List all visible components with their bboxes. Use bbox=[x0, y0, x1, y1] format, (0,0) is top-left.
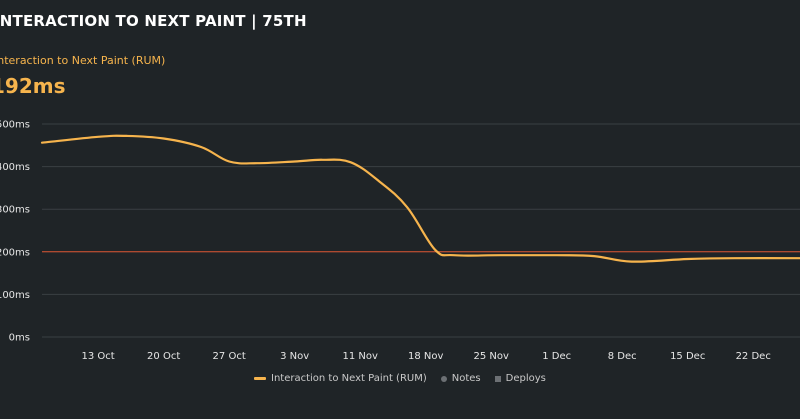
legend-series-label: Interaction to Next Paint (RUM) bbox=[271, 373, 427, 384]
x-tick-label: 25 Nov bbox=[473, 351, 509, 362]
x-axis-labels: 13 Oct 20 Oct 27 Oct 3 Nov 11 Nov 18 Nov 25 No… bbox=[82, 351, 771, 362]
x-tick-label: 22 Dec bbox=[736, 351, 771, 362]
metric-value: 192ms bbox=[0, 74, 66, 98]
legend-item-deploys[interactable]: Deploys bbox=[494, 373, 546, 384]
x-tick-label: 1 Dec bbox=[542, 351, 571, 362]
x-tick-label: 13 Oct bbox=[82, 351, 115, 362]
y-tick-label: 200ms bbox=[0, 247, 30, 258]
notes-dot-icon bbox=[440, 375, 447, 382]
x-tick-label: 18 Nov bbox=[408, 351, 444, 362]
series-swatch-icon bbox=[254, 377, 266, 380]
y-tick-label: 100ms bbox=[0, 290, 30, 301]
y-axis-labels: 0ms 100ms 200ms 300ms 400ms 500ms bbox=[0, 120, 30, 344]
legend-deploys-label: Deploys bbox=[505, 373, 546, 384]
y-tick-label: 400ms bbox=[0, 162, 30, 173]
chart-title: INTERACTION TO NEXT PAINT | 75TH bbox=[0, 12, 307, 30]
x-tick-label: 3 Nov bbox=[280, 351, 309, 362]
x-tick-label: 15 Dec bbox=[670, 351, 705, 362]
x-tick-label: 8 Dec bbox=[608, 351, 637, 362]
legend-notes-label: Notes bbox=[451, 373, 481, 384]
y-tick-label: 500ms bbox=[0, 120, 30, 131]
series-line-inp[interactable] bbox=[40, 134, 800, 263]
x-tick-label: 11 Nov bbox=[342, 351, 378, 362]
legend-item-notes[interactable]: Notes bbox=[440, 373, 481, 384]
x-tick-label: 27 Oct bbox=[213, 351, 246, 362]
deploys-square-icon bbox=[494, 375, 501, 382]
y-tick-label: 300ms bbox=[0, 205, 30, 216]
metric-name: Interaction to Next Paint (RUM) bbox=[0, 54, 166, 67]
x-tick-label: 20 Oct bbox=[147, 351, 180, 362]
legend: Interaction to Next Paint (RUM) Notes De… bbox=[254, 373, 546, 384]
y-tick-label: 0ms bbox=[9, 333, 30, 344]
legend-item-series[interactable]: Interaction to Next Paint (RUM) bbox=[254, 373, 427, 384]
